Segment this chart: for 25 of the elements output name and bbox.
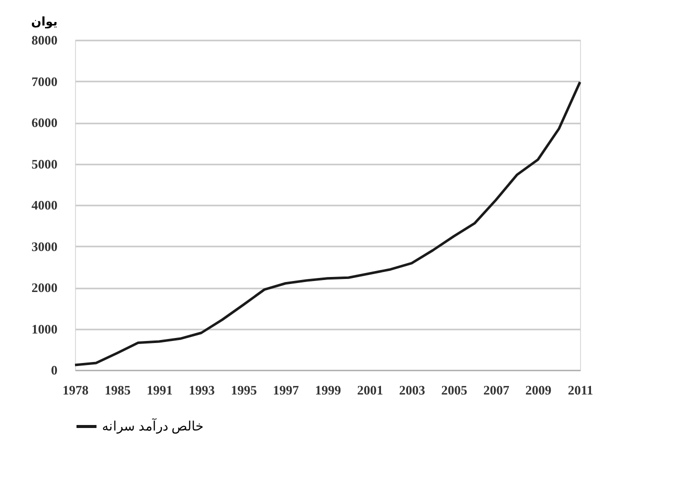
x-tick-label: 1997 xyxy=(272,382,300,398)
x-tick-label: 2005 xyxy=(441,382,468,398)
x-tick-label: 2003 xyxy=(399,382,426,398)
x-tick-label: 2011 xyxy=(568,382,594,398)
line-series xyxy=(74,80,582,366)
x-tick-label: 1999 xyxy=(315,382,342,398)
x-tick-label: 1995 xyxy=(230,382,258,398)
x-tick-label: 1993 xyxy=(188,382,216,398)
y-tick-label: 7000 xyxy=(32,74,58,89)
y-tick-label: 6000 xyxy=(32,115,58,130)
y-tick-label: 5000 xyxy=(32,156,58,172)
y-tick-label: 1000 xyxy=(32,321,58,336)
y-tick-label: 0 xyxy=(51,362,58,378)
x-tick-label: 1985 xyxy=(104,382,132,398)
y-tick-label: 4000 xyxy=(32,198,58,212)
x-tick-label: 1978 xyxy=(62,382,89,398)
x-tick-label: 2009 xyxy=(525,382,552,398)
legend-label: خالص درآمد سرانه xyxy=(102,418,204,434)
x-tick-label: 2007 xyxy=(483,382,510,398)
y-tick-label: 2000 xyxy=(32,280,58,295)
y-tick-label: 3000 xyxy=(32,238,58,254)
y-axis-title: یوان xyxy=(31,14,58,28)
x-tick-label: 2001 xyxy=(357,382,384,398)
y-tick-label: 8000 xyxy=(32,32,58,48)
x-tick-label: 1991 xyxy=(146,382,173,398)
